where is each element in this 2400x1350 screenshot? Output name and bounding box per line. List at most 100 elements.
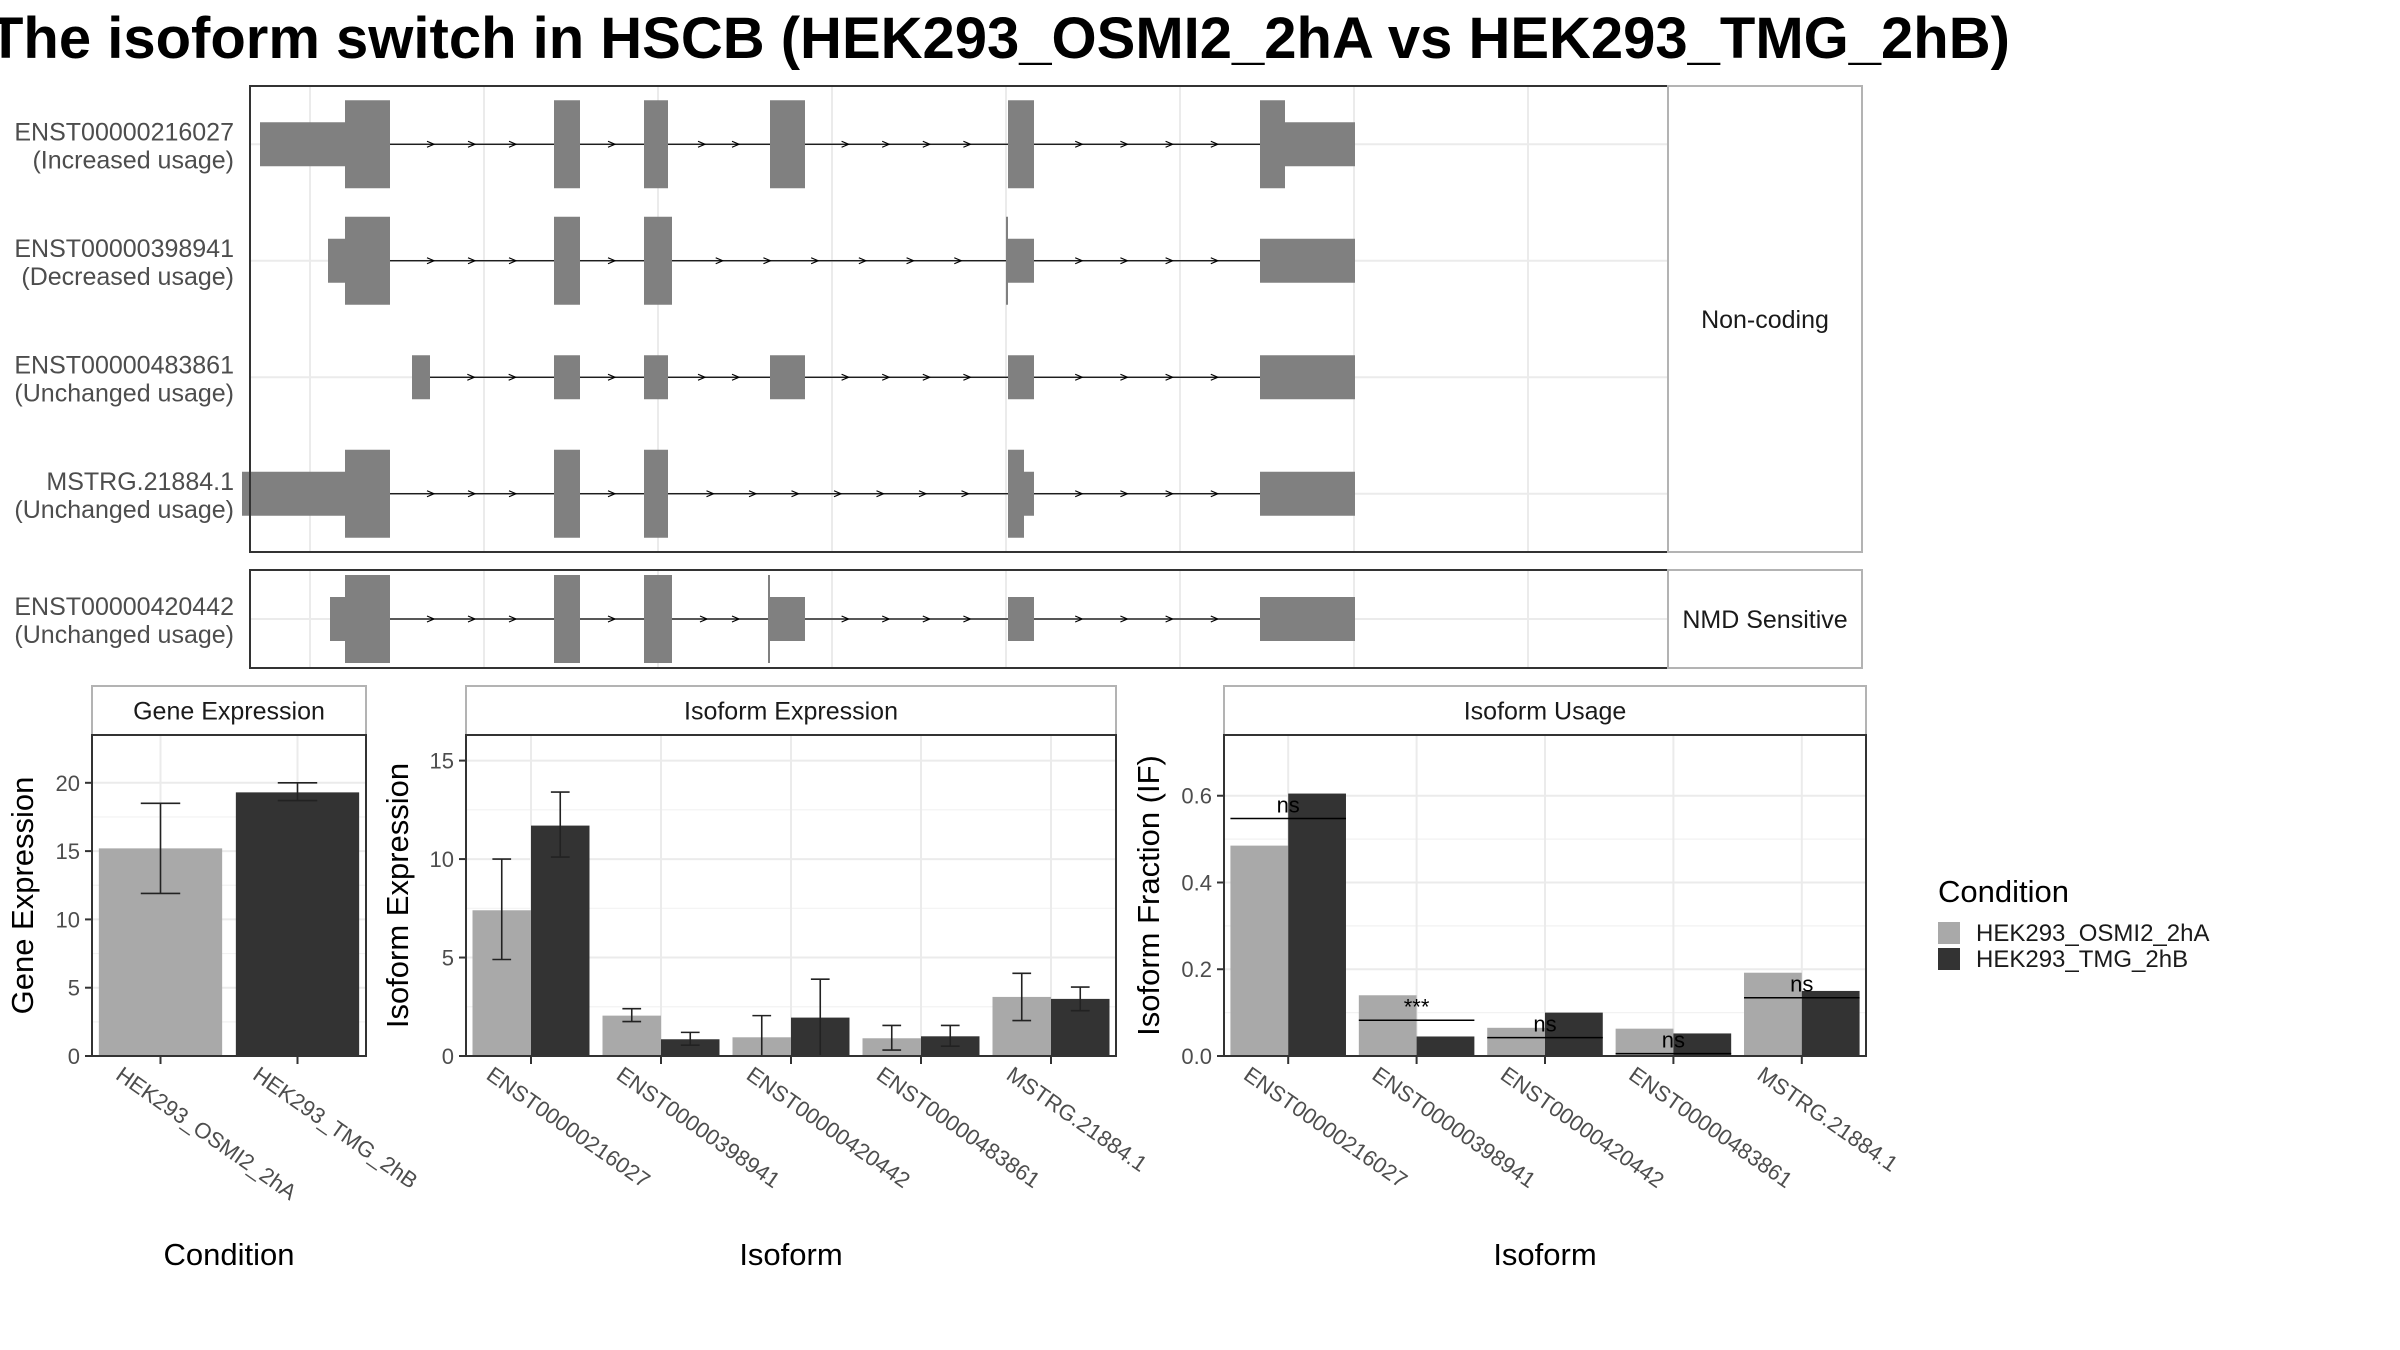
intron-direction-arrow	[699, 615, 709, 623]
isoform-expression-plot: Isoform Expression051015ENST00000216027E…	[380, 685, 1152, 1272]
bar-enst00000483861	[1615, 1028, 1674, 1056]
intron-direction-arrow	[697, 373, 707, 381]
exon-block	[1024, 471, 1034, 516]
transcript-id-label: ENST00000216027	[14, 118, 234, 146]
bar-hek293-tmg-2hb	[235, 792, 360, 1056]
intron-direction-arrow	[1165, 140, 1175, 148]
y-tick-label: 15	[430, 749, 454, 774]
bar-enst00000420442	[1487, 1027, 1545, 1056]
intron-direction-arrow	[841, 140, 851, 148]
bar-enst00000398941	[661, 1039, 720, 1056]
exon-block	[328, 238, 345, 283]
transcript-id-label: MSTRG.21884.1	[46, 468, 234, 496]
exon-block	[412, 355, 430, 400]
intron-direction-arrow	[508, 257, 518, 265]
transcript-model-enst00000216027	[260, 100, 1355, 189]
intron-direction-arrow	[731, 373, 741, 381]
y-tick-label: 10	[56, 907, 80, 932]
intron-direction-arrow	[508, 490, 518, 498]
exon-block	[768, 575, 770, 663]
intron-direction-arrow	[1120, 490, 1129, 498]
exon-block	[1285, 122, 1355, 167]
intron-direction-arrow	[467, 615, 477, 623]
transcript-status-label: (Unchanged usage)	[14, 379, 234, 407]
intron-direction-arrow	[876, 490, 886, 498]
bar-enst00000216027	[531, 825, 590, 1056]
intron-direction-arrow	[922, 373, 932, 381]
plot-border	[91, 734, 367, 1057]
intron-direction-arrow	[1120, 140, 1129, 148]
error-bar	[140, 802, 181, 895]
exon-block	[1260, 238, 1355, 283]
y-tick-label: 0.4	[1181, 870, 1212, 895]
intron-direction-arrow	[426, 490, 436, 498]
intron-direction-arrow	[963, 140, 972, 148]
intron-direction-arrow	[1210, 373, 1220, 381]
y-tick-label: 0.6	[1181, 784, 1212, 809]
intron-direction-arrow	[841, 615, 851, 623]
intron-direction-arrow	[1074, 373, 1084, 381]
exon-block	[1008, 355, 1034, 400]
exon-block	[1008, 238, 1034, 283]
intron-direction-arrow	[954, 257, 963, 265]
structure-panel-nmd-sensitive: ENST00000420442(Unchanged usage) NMD Sens…	[14, 569, 1863, 669]
exon-block	[770, 100, 805, 189]
intron-direction-arrow	[881, 615, 891, 623]
exon-block	[644, 449, 668, 538]
error-bar	[940, 1024, 960, 1047]
intron-direction-arrow	[1074, 257, 1084, 265]
exon-block	[1008, 100, 1034, 189]
transcript-id-label: ENST00000398941	[14, 235, 234, 263]
legend-label: HEK293_TMG_2hB	[1976, 946, 2188, 973]
exon-block	[242, 471, 345, 516]
significance-label: ***	[1404, 994, 1430, 1019]
intron-direction-arrow	[763, 257, 772, 265]
y-tick-label: 0	[68, 1044, 80, 1069]
intron-direction-arrow	[1074, 490, 1084, 498]
y-axis-title: Isoform Fraction (IF)	[1131, 755, 1166, 1036]
bar-mstrg-21884-1	[1801, 990, 1860, 1056]
x-axis-title: Condition	[164, 1237, 295, 1272]
exon-block	[554, 216, 580, 305]
error-bar	[680, 1031, 700, 1046]
exon-block	[554, 449, 580, 538]
exon-block	[345, 449, 390, 538]
transcript-status-label: (Decreased usage)	[21, 263, 234, 291]
error-bar	[1070, 986, 1090, 1012]
transcript-model-enst00000398941	[328, 216, 1355, 305]
intron-direction-arrow	[858, 257, 868, 265]
exon-block	[345, 216, 390, 305]
error-bar	[550, 791, 570, 858]
facet-strip-label: NMD Sensitive	[1682, 606, 1847, 634]
exon-block	[1260, 471, 1355, 516]
bar-enst00000398941	[1358, 995, 1417, 1056]
facet-strip	[1667, 569, 1863, 669]
legend-swatch	[1938, 948, 1960, 970]
intron-direction-arrow	[706, 490, 716, 498]
intron-direction-arrow	[1120, 615, 1129, 623]
error-bar	[277, 782, 318, 802]
exon-block	[644, 216, 672, 305]
intron-direction-arrow	[607, 257, 617, 265]
error-bar	[882, 1024, 902, 1051]
y-tick-label: 5	[442, 946, 454, 971]
y-tick-label: 0.2	[1181, 957, 1212, 982]
structure-panel-non-coding: ENST00000216027(Increased usage) ENST0000…	[14, 85, 1863, 553]
intron-direction-arrow	[1074, 140, 1084, 148]
intron-direction-arrow	[961, 490, 971, 498]
transcript-model-enst00000420442	[330, 575, 1355, 663]
intron-direction-arrow	[906, 257, 916, 265]
intron-direction-arrow	[697, 140, 707, 148]
legend-label: HEK293_OSMI2_2hA	[1976, 920, 2209, 947]
exon-block	[260, 122, 345, 167]
exon-block	[345, 575, 390, 663]
exon-block	[770, 597, 805, 641]
exon-block	[1260, 100, 1285, 189]
intron-direction-arrow	[963, 615, 972, 623]
y-axis-title: Isoform Expression	[380, 763, 415, 1028]
y-axis-title: Gene Expression	[5, 777, 40, 1015]
panel-title: Gene Expression	[133, 698, 325, 726]
intron-direction-arrow	[715, 257, 725, 265]
exon-block	[554, 100, 580, 189]
